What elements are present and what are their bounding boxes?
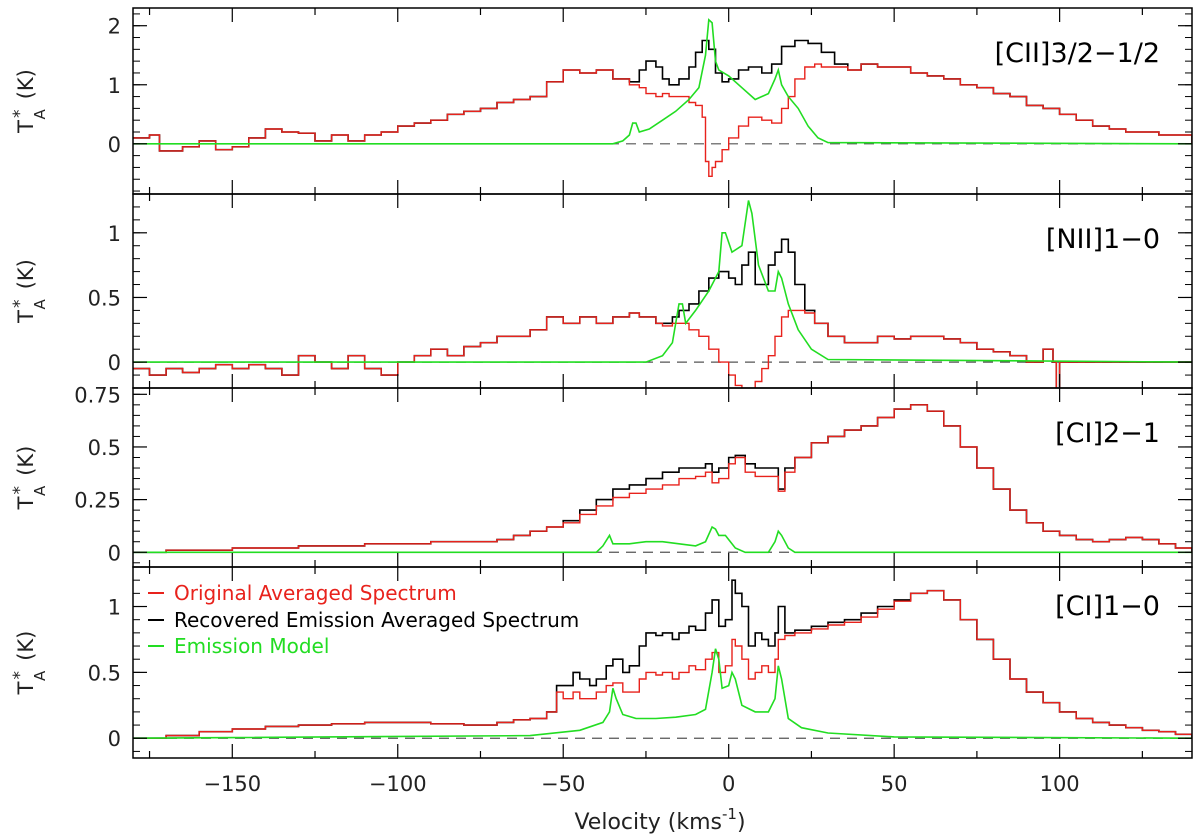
- legend-label-recovered: Recovered Emission Averaged Spectrum: [174, 608, 579, 632]
- y-axis-label-main-nii: T: [14, 310, 38, 324]
- series-group-nii: [133, 200, 1192, 388]
- y-axis-label-sub-cii: A: [31, 109, 49, 120]
- y-axis-label-cii: T*A (K): [10, 69, 49, 134]
- x-axis-label-close: ): [737, 810, 746, 835]
- panel-title-nii: [NII]1−0: [1046, 224, 1160, 255]
- y-axis-label-unit-ci21: (K): [14, 446, 38, 476]
- series-recovered-nii: [133, 238, 1192, 388]
- x-axis-label: Velocity (kms-1): [574, 805, 745, 835]
- legend-label-original: Original Averaged Spectrum: [174, 581, 457, 605]
- series-original-nii: [133, 309, 1192, 388]
- y-axis-label-sub-nii: A: [31, 299, 49, 310]
- y-tick-label-ci10-2: 1: [108, 596, 121, 620]
- x-tick-label-3: 0: [722, 772, 735, 796]
- y-tick-label-nii-0: 0: [108, 351, 121, 375]
- y-axis-label-main-cii: T: [14, 120, 38, 134]
- series-model-ci21: [133, 525, 1192, 554]
- y-tick-label-nii-1: 0.5: [88, 286, 121, 310]
- y-axis-label-ci21: T*A (K): [10, 446, 49, 511]
- series-group-ci21: [133, 404, 1192, 554]
- y-axis-label-star-nii: *: [10, 300, 30, 309]
- y-tick-label-ci21-1: 0.25: [74, 489, 121, 513]
- y-axis-label-main-ci21: T: [14, 496, 38, 510]
- y-tick-label-ci21-0: 0: [108, 541, 121, 565]
- y-tick-label-ci10-1: 0.5: [88, 661, 121, 685]
- x-axis-label-exponent: -1: [722, 805, 737, 823]
- y-axis-label-ci10: T*A (K): [10, 631, 49, 696]
- x-tick-label-4: 50: [881, 772, 908, 796]
- y-axis-label-unit-cii: (K): [14, 69, 38, 99]
- x-tick-label-5: 100: [1040, 772, 1080, 796]
- series-original-ci10: [133, 590, 1192, 739]
- panel-frame-ci10: [132, 566, 1193, 759]
- x-axis-label-main: Velocity (kms: [574, 810, 722, 835]
- series-model-nii: [133, 200, 1192, 363]
- legend-label-model: Emission Model: [174, 634, 329, 658]
- panel-frame-nii: [132, 193, 1193, 389]
- panel-nii: 0 0.5 1 T*A (K) [NII]1−0: [10, 193, 1193, 389]
- panel-ci10: 0 0.5 1 T*A (K) [CI]1−0: [10, 566, 1193, 759]
- series-group-ci10: [133, 579, 1192, 739]
- y-axis-label-sub-ci21: A: [31, 485, 49, 496]
- y-axis-label-sub-ci10: A: [31, 670, 49, 681]
- panel-title-ci21: [CI]2−1: [1055, 418, 1160, 449]
- y-axis-label-star-ci21: *: [10, 486, 30, 495]
- y-axis-label-unit-nii: (K): [14, 259, 38, 289]
- series-original-ci21: [133, 404, 1192, 553]
- y-axis-label-unit-ci10: (K): [14, 631, 38, 661]
- y-axis-label-main-ci10: T: [14, 681, 38, 695]
- y-axis-label-star-cii: *: [10, 110, 30, 119]
- series-model-ci10: [133, 648, 1192, 739]
- series-recovered-ci21: [133, 404, 1192, 554]
- y-tick-label-ci21-3: 0.75: [74, 383, 121, 407]
- panels-group: 012T*A(K)[CII]3/2−1/200.51T*A(K)[NII]1−0…: [10, 7, 1193, 796]
- x-tick-label-1: −100: [369, 772, 427, 796]
- panel-title-ci10: [CI]1−0: [1055, 591, 1160, 622]
- x-tick-label-2: −50: [541, 772, 585, 796]
- series-group-cii: [133, 18, 1192, 177]
- legend: Original Averaged Spectrum Recovered Emi…: [148, 581, 579, 658]
- panel-frame-cii: [132, 7, 1193, 195]
- series-original-cii: [133, 63, 1192, 177]
- x-tick-label-0: −150: [203, 772, 261, 796]
- y-tick-label-nii-2: 1: [108, 222, 121, 246]
- y-tick-label-cii-0: 0: [108, 133, 121, 157]
- y-tick-label-ci10-0: 0: [108, 727, 121, 751]
- y-axis-label-nii: T*A (K): [10, 259, 49, 324]
- y-tick-label-cii-1: 1: [108, 74, 121, 98]
- panel-ci21: 0 0.25 0.5 0.75 T*A (K) [CI]2−1: [10, 383, 1193, 568]
- y-tick-label-ci21-2: 0.5: [88, 436, 121, 460]
- y-tick-label-cii-2: 2: [108, 15, 121, 39]
- panel-cii: 0 1 2 T*A (K) [CII]3/2−1/2: [10, 7, 1193, 195]
- y-axis-label-star-ci10: *: [10, 671, 30, 680]
- series-model-cii: [133, 18, 1192, 145]
- panel-title-cii: [CII]3/2−1/2: [995, 38, 1160, 69]
